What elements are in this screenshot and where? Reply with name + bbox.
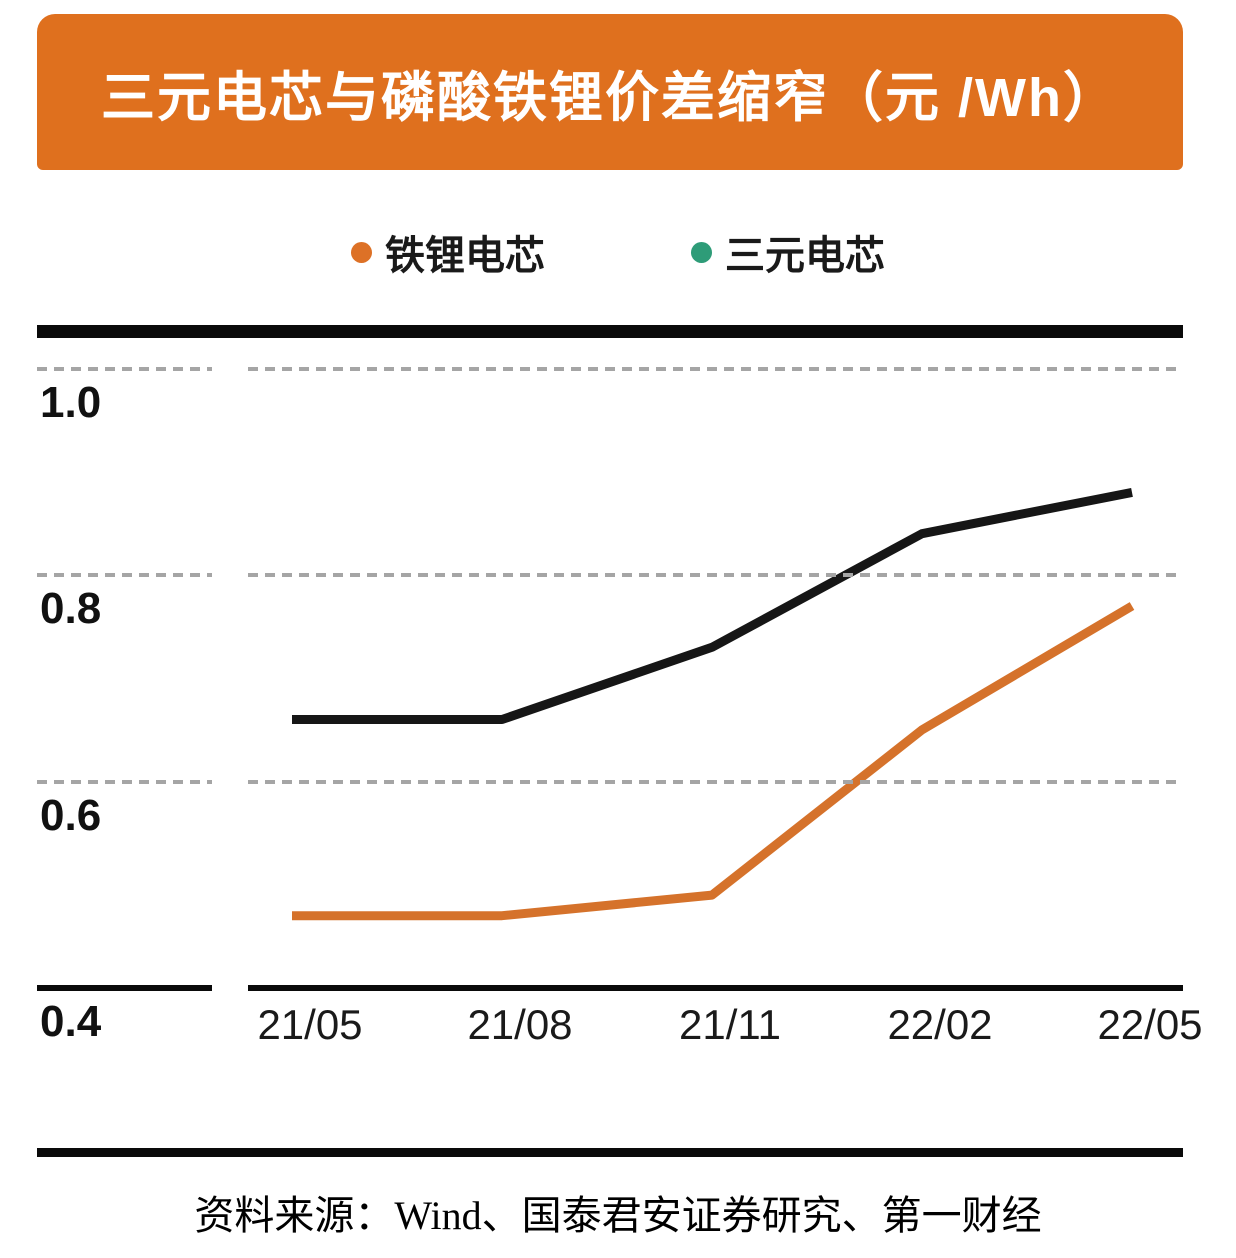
legend: 铁锂电芯 三元电芯 [0,228,1236,278]
gridline [248,780,1183,784]
header: 三元电芯与磷酸铁锂价差缩窄（元 /Wh） [37,14,1183,170]
gridline [37,780,212,784]
x-axis-line [248,985,1183,991]
gridline [248,573,1183,577]
legend-dot-ternary [691,241,712,263]
series-line-ternary [292,487,1133,724]
chart-title: 三元电芯与磷酸铁锂价差缩窄（元 /Wh） [101,67,1119,128]
x-tick-label: 22/05 [1097,1001,1203,1048]
legend-label-lfp: 铁锂电芯 [385,234,545,278]
x-tick-label: 22/02 [887,1001,993,1048]
x-tick-label: 21/05 [257,1001,363,1048]
top-rule [37,325,1183,338]
y-tick-label: 1.0 [40,378,102,427]
legend-item-ternary: 三元电芯 [691,223,885,281]
gridline [248,367,1183,371]
x-axis-line [37,985,212,991]
bottom-rule [37,1148,1183,1157]
legend-label-ternary: 三元电芯 [725,234,885,278]
legend-dot-lfp [351,241,372,263]
gridline [37,573,212,577]
y-tick-label: 0.8 [40,584,102,633]
gridline [37,367,212,371]
x-tick-label: 21/08 [467,1001,573,1048]
series-line-lfp [292,602,1135,921]
x-tick-label: 21/11 [679,1001,781,1048]
y-tick-label: 0.6 [40,791,102,840]
y-tick-label: 0.4 [40,997,102,1046]
source-note: 资料来源：Wind、国泰君安证券研究、第一财经 [194,1193,1042,1238]
legend-item-lfp: 铁锂电芯 [351,223,545,281]
